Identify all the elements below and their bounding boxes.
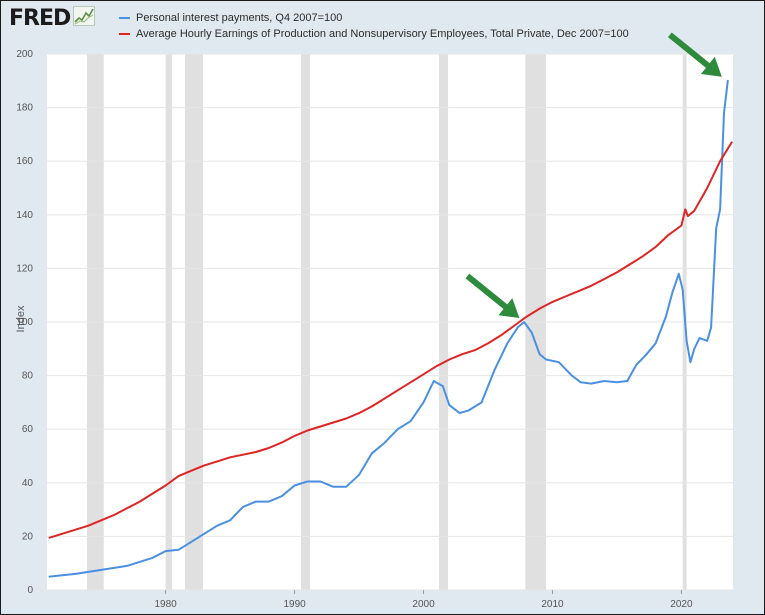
chart-line-icon	[73, 6, 96, 31]
legend-label-personal-interest: Personal interest payments, Q4 2007=100	[136, 12, 343, 24]
arrow-shaft	[667, 32, 715, 72]
legend-swatch-red	[119, 33, 130, 35]
gridlines	[47, 53, 733, 591]
x-tick-label: 2000	[412, 599, 435, 610]
series-lines	[48, 79, 733, 578]
x-tick-label: 1990	[283, 599, 306, 610]
x-axis-ticks: 1980 1990 2000 2010 2020	[155, 590, 693, 610]
legend-item-hourly-earnings[interactable]: Average Hourly Earnings of Production an…	[119, 26, 629, 42]
y-tick-label: 200	[16, 49, 33, 60]
y-tick-label: 120	[16, 263, 33, 274]
legend-swatch-blue	[119, 17, 130, 19]
y-tick-label: 0	[27, 585, 33, 596]
arrow-shaft	[465, 273, 512, 313]
y-tick-label: 80	[22, 371, 34, 382]
arrow-head	[498, 298, 520, 318]
annotations	[465, 32, 722, 318]
y-tick-label: 40	[22, 478, 34, 489]
series-line-hourly-earnings	[48, 141, 733, 539]
legend-label-hourly-earnings: Average Hourly Earnings of Production an…	[136, 28, 629, 40]
fred-logo[interactable]: FRED	[9, 5, 96, 31]
annotation-arrow	[667, 32, 722, 77]
fred-logo-text: FRED	[9, 5, 71, 31]
x-tick-label: 2010	[541, 599, 564, 610]
legend-item-personal-interest[interactable]: Personal interest payments, Q4 2007=100	[119, 10, 629, 26]
x-tick-label: 2020	[670, 599, 693, 610]
y-tick-label: 100	[16, 317, 33, 328]
y-axis-ticks: 0 20 40 60 80 100 120 140 160 180 200	[16, 49, 33, 596]
chart-legend: Personal interest payments, Q4 2007=100 …	[119, 10, 629, 42]
arrow-head	[700, 56, 722, 77]
annotation-arrow	[465, 273, 520, 318]
y-tick-label: 140	[16, 210, 33, 221]
y-tick-label: 160	[16, 156, 33, 167]
y-tick-label: 60	[22, 424, 34, 435]
x-tick-label: 1980	[155, 599, 178, 610]
series-line-personal-interest	[48, 79, 729, 578]
y-tick-label: 180	[16, 103, 33, 114]
y-tick-label: 20	[22, 531, 34, 542]
